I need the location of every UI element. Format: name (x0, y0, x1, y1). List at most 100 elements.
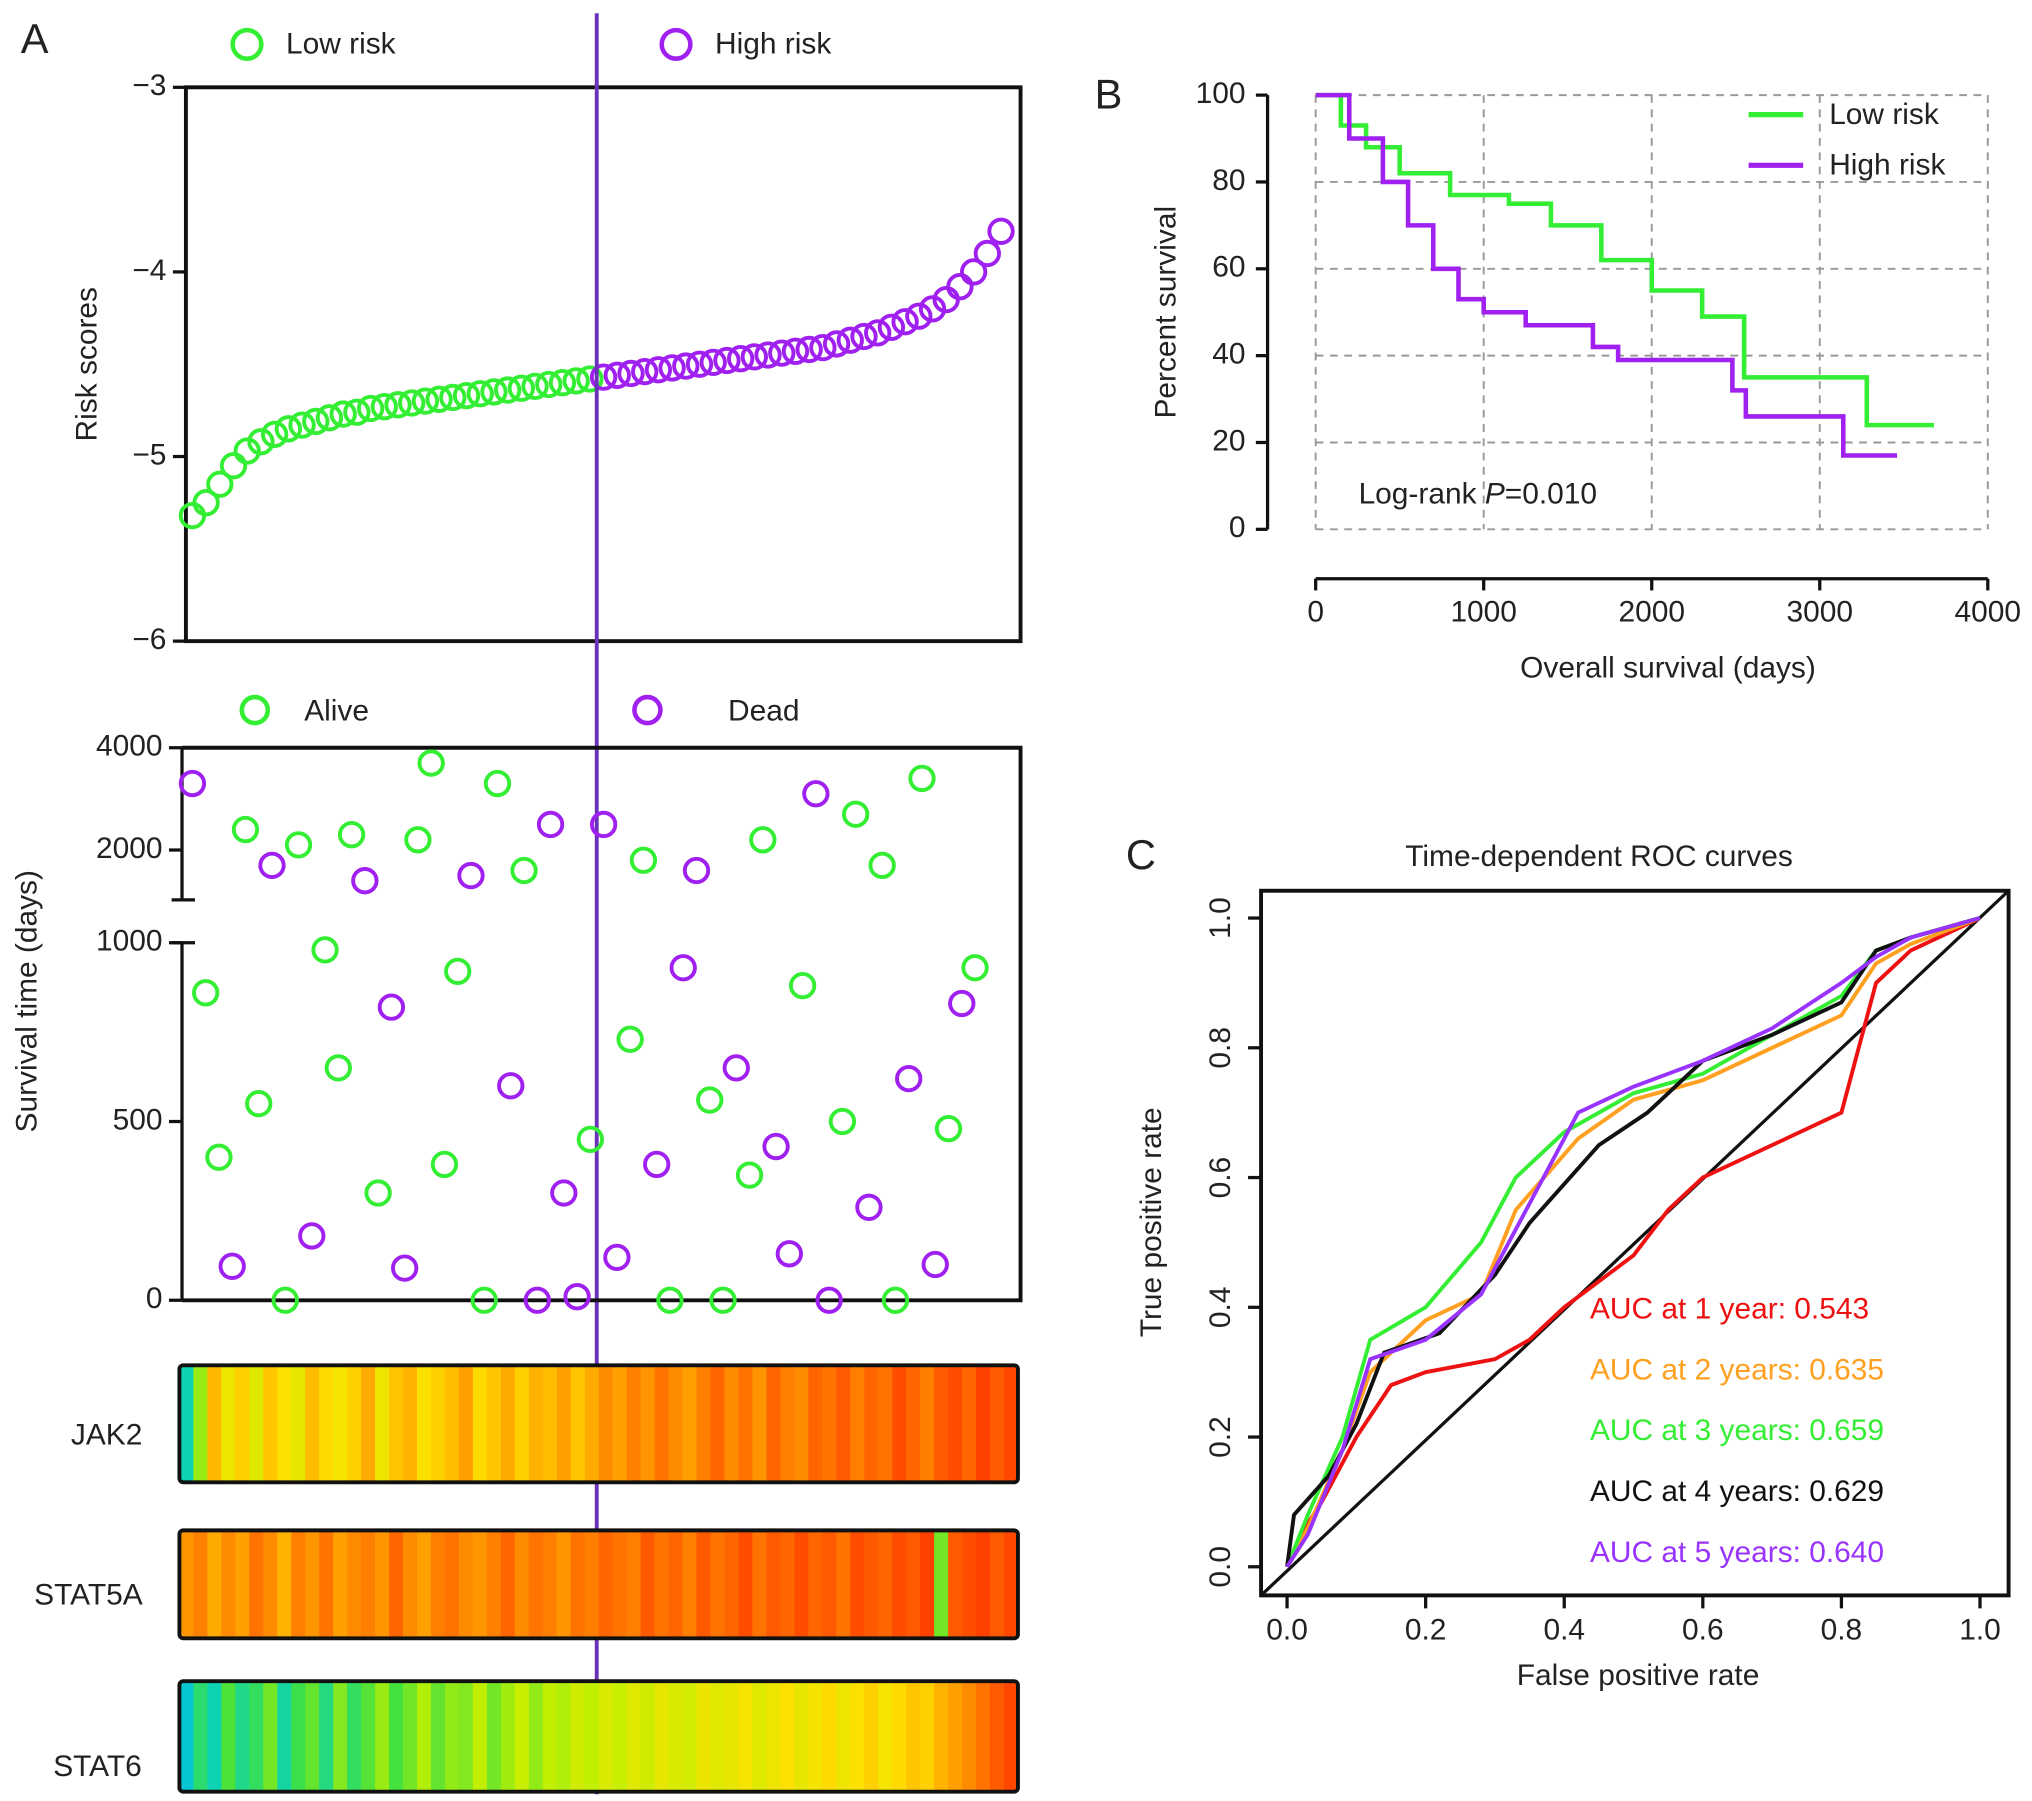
heatmap-cell (430, 1365, 446, 1483)
heatmap-cell (361, 1681, 376, 1792)
heatmap-cell (654, 1365, 670, 1483)
survival-point (390, 1254, 419, 1282)
survival-point (404, 826, 432, 854)
heatmap-cell (962, 1365, 977, 1483)
heatmap-cell (780, 1530, 796, 1639)
heatmap-cell (612, 1365, 628, 1483)
chart-title: Time-dependent ROC curves (1405, 840, 1793, 873)
heatmap-cell (626, 1530, 642, 1639)
heatmap-cell (235, 1681, 251, 1792)
heatmap-cell (878, 1365, 893, 1483)
heatmap-cell (221, 1365, 237, 1483)
heatmap-cell (556, 1365, 572, 1483)
heatmap-cell (277, 1365, 292, 1483)
heatmap-cell (808, 1681, 824, 1792)
survival-point (603, 1243, 631, 1272)
y-tick-label: 4000 (96, 730, 163, 763)
heatmap-cell (472, 1530, 488, 1639)
x-tick-label: 1.0 (1959, 1614, 2001, 1647)
y-tick-label: 80 (1212, 164, 1245, 197)
heatmap-cell (668, 1681, 684, 1792)
heatmap-cell (179, 1530, 195, 1639)
heatmap-cell (836, 1365, 852, 1483)
survival-point (762, 1132, 790, 1161)
risk-point (699, 348, 727, 377)
annotation-part: Log-rank (1359, 477, 1485, 510)
heatmap-cell (235, 1530, 251, 1639)
heatmap-cell (1003, 1681, 1019, 1792)
heatmap-cell (989, 1365, 1005, 1483)
heatmap-cell (291, 1681, 306, 1792)
heatmap-cell (514, 1530, 530, 1639)
survival-point (311, 936, 339, 964)
heatmap-cell (305, 1365, 320, 1483)
heatmap-cell (472, 1681, 488, 1792)
heatmap-cell (472, 1365, 488, 1483)
heatmap-cell (850, 1365, 865, 1483)
heatmap-cell (500, 1530, 516, 1639)
heatmap-cell (710, 1530, 726, 1639)
heatmap-cell (864, 1530, 879, 1639)
heatmap-cell (235, 1365, 251, 1483)
y-tick-label: 0 (1229, 511, 1246, 544)
heatmap-cell (179, 1681, 195, 1792)
risk-point (521, 372, 549, 401)
survival-point (337, 821, 366, 849)
risk-point (617, 359, 645, 388)
risk-point (589, 363, 618, 391)
heatmap-cell (444, 1365, 460, 1483)
survival-curve (1315, 92, 1898, 458)
risk-point (754, 341, 782, 369)
heatmap-cell (682, 1365, 698, 1483)
survival-point (536, 810, 565, 839)
x-tick-label: 0.8 (1821, 1614, 1863, 1647)
heatmap-cell (822, 1681, 838, 1792)
heatmap-cell (976, 1365, 991, 1483)
survival-point (576, 1125, 605, 1154)
annotation: Log-rank P=0.010 (1359, 477, 1597, 510)
heatmap-cell (626, 1365, 642, 1483)
survival-point (709, 1286, 737, 1314)
heatmap-cell (375, 1365, 390, 1483)
heatmap-cell (989, 1681, 1005, 1792)
survival-point (868, 851, 896, 880)
risk-point (247, 428, 275, 456)
diagonal (1259, 889, 2010, 1597)
risk-point (452, 381, 481, 410)
annotation-part: P (1485, 477, 1505, 510)
heatmap-cell (584, 1681, 600, 1792)
heatmap-cell (752, 1365, 768, 1483)
heatmap-cell (738, 1681, 754, 1792)
x-tick-label: 0.2 (1405, 1614, 1447, 1647)
heatmap-cell (654, 1681, 670, 1792)
heatmap-cell (766, 1681, 782, 1792)
y-tick-label: −6 (132, 623, 166, 656)
heatmap-cell (221, 1530, 237, 1639)
heatmap-cell (486, 1530, 502, 1639)
heatmap-cell (542, 1681, 558, 1792)
survival-curve (1315, 92, 1935, 428)
legend-label: AUC at 1 year: 0.543 (1590, 1293, 1869, 1326)
y-tick-label: 20 (1212, 424, 1245, 457)
heatmap-cell (319, 1681, 334, 1792)
risk-point (959, 258, 988, 286)
heatmap-cell (570, 1681, 586, 1792)
risk-point (822, 330, 851, 358)
survival-point (284, 831, 313, 859)
heatmap-cell (514, 1365, 530, 1483)
survival-point (802, 780, 830, 808)
y-axis-title: True positive rate (1135, 1107, 1168, 1337)
survival-point (523, 1286, 551, 1314)
heatmap-cell (179, 1365, 195, 1483)
survival-point (788, 972, 817, 1000)
heatmap-cell (319, 1365, 334, 1483)
survival-point (616, 1025, 644, 1053)
heatmap-cell (333, 1530, 348, 1639)
heatmap-cell (752, 1530, 768, 1639)
survival-point (497, 1072, 525, 1100)
survival-point (550, 1179, 578, 1207)
row-label: JAK2 (71, 1419, 142, 1452)
y-axis-title: Survival time (days) (10, 870, 43, 1132)
x-axis-title: False positive rate (1517, 1659, 1760, 1692)
heatmap-cell (375, 1681, 390, 1792)
